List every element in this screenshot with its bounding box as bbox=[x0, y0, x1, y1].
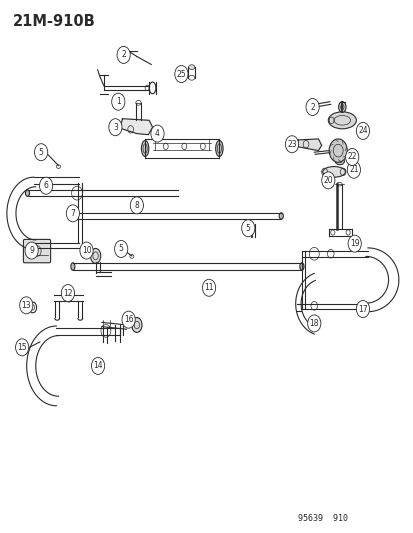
Circle shape bbox=[80, 242, 93, 259]
Text: 20: 20 bbox=[323, 176, 332, 185]
Text: 1: 1 bbox=[116, 97, 120, 106]
Text: 2: 2 bbox=[309, 102, 314, 111]
Circle shape bbox=[345, 149, 358, 165]
Ellipse shape bbox=[71, 263, 75, 270]
Text: 12: 12 bbox=[63, 288, 73, 297]
Ellipse shape bbox=[188, 64, 195, 69]
Circle shape bbox=[109, 119, 122, 136]
Circle shape bbox=[347, 235, 361, 252]
Circle shape bbox=[122, 311, 135, 328]
Ellipse shape bbox=[90, 248, 100, 263]
Circle shape bbox=[114, 240, 128, 257]
Text: 11: 11 bbox=[204, 283, 213, 292]
Text: 25: 25 bbox=[176, 70, 186, 78]
Circle shape bbox=[356, 301, 369, 318]
Ellipse shape bbox=[141, 141, 148, 157]
Ellipse shape bbox=[215, 141, 223, 157]
Ellipse shape bbox=[278, 213, 282, 219]
Text: 22: 22 bbox=[347, 152, 356, 161]
FancyBboxPatch shape bbox=[23, 239, 50, 263]
Circle shape bbox=[174, 66, 188, 83]
Text: 19: 19 bbox=[349, 239, 358, 248]
Circle shape bbox=[130, 197, 143, 214]
Circle shape bbox=[66, 205, 79, 222]
Circle shape bbox=[61, 285, 74, 302]
Text: 5: 5 bbox=[245, 224, 250, 233]
Circle shape bbox=[285, 136, 298, 153]
Text: 23: 23 bbox=[287, 140, 296, 149]
Text: 4: 4 bbox=[155, 129, 159, 138]
Polygon shape bbox=[120, 119, 152, 135]
Ellipse shape bbox=[131, 318, 142, 333]
Circle shape bbox=[321, 172, 334, 189]
Text: 10: 10 bbox=[81, 246, 91, 255]
Text: 9: 9 bbox=[29, 246, 34, 255]
Circle shape bbox=[112, 93, 125, 110]
Text: 7: 7 bbox=[70, 209, 75, 218]
Circle shape bbox=[150, 125, 164, 142]
Text: 3: 3 bbox=[113, 123, 118, 132]
Ellipse shape bbox=[322, 166, 344, 177]
Text: 16: 16 bbox=[123, 315, 133, 324]
Text: 13: 13 bbox=[21, 301, 31, 310]
Text: 14: 14 bbox=[93, 361, 103, 370]
Text: 5: 5 bbox=[119, 245, 123, 254]
Circle shape bbox=[34, 144, 47, 161]
Circle shape bbox=[356, 123, 369, 140]
Circle shape bbox=[20, 297, 33, 314]
Text: 15: 15 bbox=[17, 343, 27, 352]
Circle shape bbox=[16, 339, 28, 356]
Ellipse shape bbox=[328, 112, 356, 129]
Text: 21M-910B: 21M-910B bbox=[13, 14, 95, 29]
Text: 24: 24 bbox=[357, 126, 367, 135]
Circle shape bbox=[305, 99, 318, 116]
Circle shape bbox=[202, 279, 215, 296]
Text: 18: 18 bbox=[309, 319, 318, 328]
Text: 17: 17 bbox=[357, 304, 367, 313]
Circle shape bbox=[328, 139, 347, 163]
Ellipse shape bbox=[25, 190, 29, 196]
Text: 8: 8 bbox=[134, 201, 139, 210]
Circle shape bbox=[307, 315, 320, 332]
Ellipse shape bbox=[299, 263, 303, 270]
Circle shape bbox=[25, 242, 38, 259]
Text: 2: 2 bbox=[121, 51, 126, 59]
Circle shape bbox=[241, 220, 254, 237]
Text: 6: 6 bbox=[43, 181, 48, 190]
Polygon shape bbox=[297, 139, 321, 151]
Text: 5: 5 bbox=[38, 148, 43, 157]
Circle shape bbox=[39, 177, 52, 194]
Ellipse shape bbox=[338, 102, 345, 112]
Text: 21: 21 bbox=[348, 165, 358, 174]
Text: 95639  910: 95639 910 bbox=[297, 514, 347, 523]
Circle shape bbox=[117, 46, 130, 63]
Ellipse shape bbox=[71, 213, 75, 219]
Ellipse shape bbox=[335, 158, 344, 165]
Circle shape bbox=[91, 358, 104, 374]
Circle shape bbox=[347, 161, 360, 178]
